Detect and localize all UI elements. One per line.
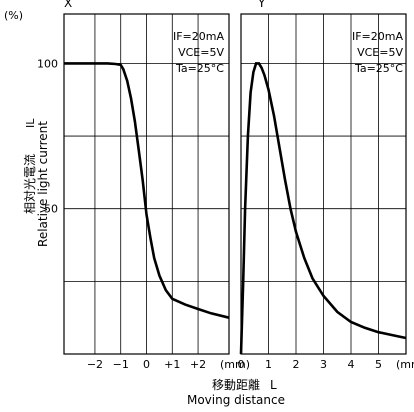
chart-panel-x: −2 −1 0 +1 +2 50 100 IF=20mA VCE=5V Ta=25°C: [37, 13, 230, 371]
y-tick-label: 100: [37, 57, 58, 70]
y-axis-title-jp: 相対光電流: [23, 154, 37, 214]
condition-label: VCE=5V: [357, 46, 403, 59]
panel-x-label: X: [64, 0, 72, 10]
condition-label: Ta=25°C: [354, 62, 403, 75]
x-axis-symbol: L: [270, 378, 277, 392]
panel-y-label: Y: [257, 0, 266, 10]
x-tick-label: +1: [164, 358, 180, 371]
x-tick-label: +2: [190, 358, 206, 371]
condition-label: Ta=25°C: [175, 62, 224, 75]
y-axis-symbol: IL: [24, 118, 37, 128]
x-unit-label: (mm): [396, 358, 414, 371]
series-line: [239, 62, 407, 355]
x-tick-label: −2: [87, 358, 103, 371]
condition-label: IF=20mA: [352, 30, 404, 43]
y-axis-title: 相対光電流 IL Relative light current: [23, 118, 50, 247]
x-tick-label: −1: [113, 358, 129, 371]
grid-lines: [240, 14, 406, 354]
x-tick-label: 0: [238, 358, 245, 371]
x-tick-labels: 0 1 2 3 4 5: [238, 358, 383, 371]
y-tick-labels: 50 100: [37, 57, 58, 215]
x-axis-title-jp: 移動距離: [212, 378, 260, 392]
series-line: [64, 62, 230, 319]
y-tick-label: 50: [44, 203, 58, 216]
x-unit-label: (mm): [220, 358, 250, 371]
chart-panel-y: 0 1 2 3 4 5 IF=20mA VCE=5V Ta=25°C: [238, 13, 407, 371]
condition-label: VCE=5V: [178, 46, 224, 59]
x-tick-labels: −2 −1 0 +1 +2: [87, 358, 206, 371]
x-axis-title-en: Moving distance: [187, 393, 285, 407]
y-unit-label: (%): [4, 9, 23, 22]
x-tick-label: 2: [293, 358, 300, 371]
x-tick-label: 3: [320, 358, 327, 371]
condition-label: IF=20mA: [173, 30, 225, 43]
y-axis-title-en: Relative light current: [36, 121, 50, 247]
x-tick-label: 1: [265, 358, 272, 371]
x-tick-label: 5: [375, 358, 382, 371]
x-tick-label: 4: [348, 358, 355, 371]
x-tick-label: 0: [143, 358, 150, 371]
